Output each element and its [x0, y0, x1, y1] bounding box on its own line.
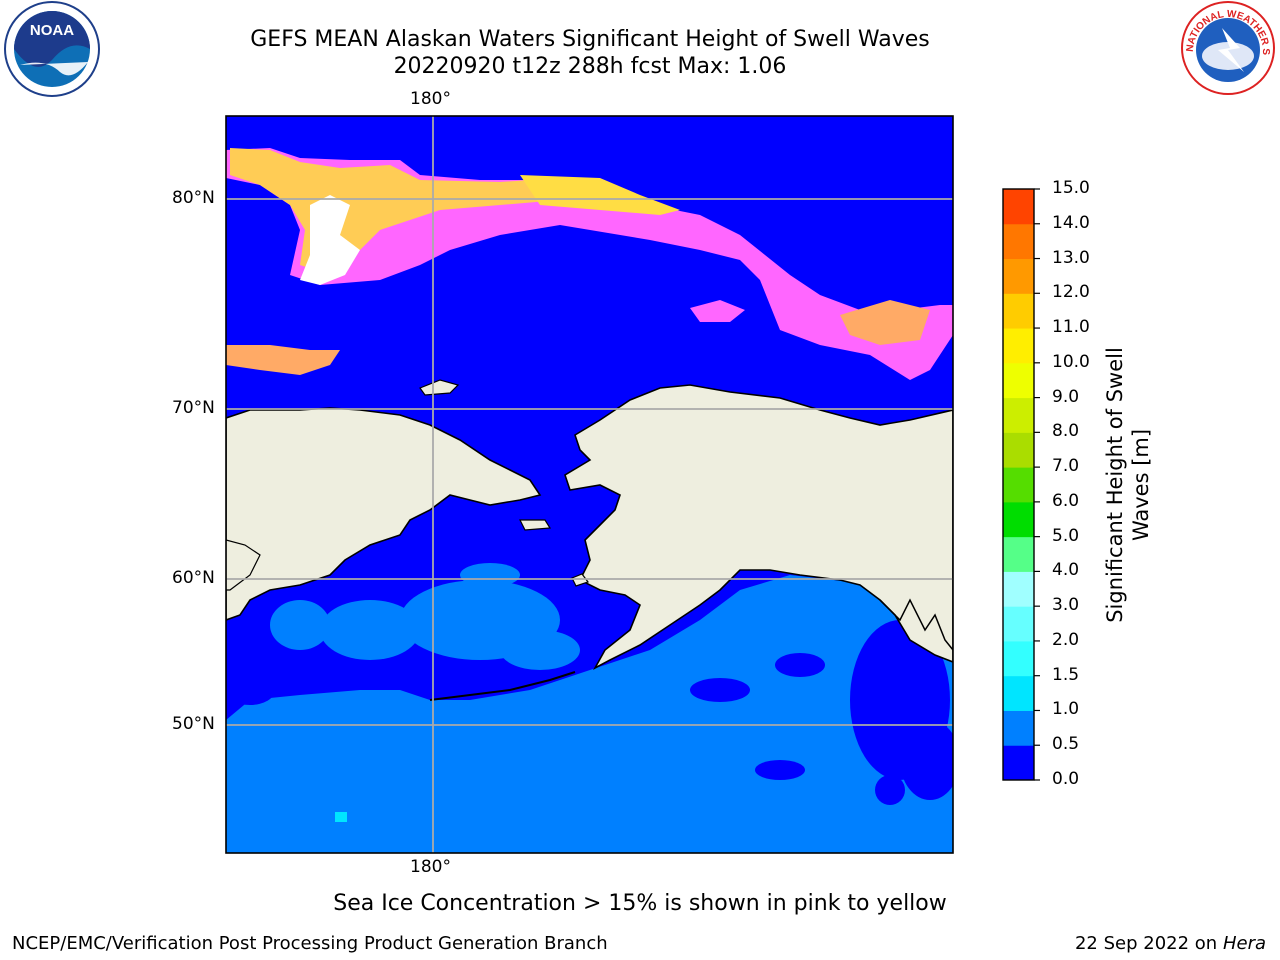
- colorbar-tick-label: 9.0: [1052, 386, 1080, 407]
- colorbar-tick-label: 7.0: [1052, 456, 1080, 477]
- swell-1-0-1-5-spot: [335, 812, 347, 822]
- colorbar-segment: [1003, 328, 1034, 364]
- colorbar-segment: [1003, 293, 1034, 329]
- sea-ice-note: Sea Ice Concentration > 15% is shown in …: [333, 891, 947, 916]
- noaa-logo: NOAA: [4, 1, 100, 97]
- colorbar-segment: [1003, 397, 1034, 433]
- colorbar-segment: [1003, 189, 1034, 225]
- colorbar-tick-label: 12.0: [1052, 282, 1090, 303]
- noaa-logo-text: NOAA: [30, 22, 74, 39]
- colorbar-tick-label: 6.0: [1052, 490, 1080, 511]
- colorbar-segment: [1003, 467, 1034, 503]
- chart-subtitle: 20220920 t12z 288h fcst Max: 1.06: [393, 54, 787, 79]
- colorbar-tick-label: 0.0: [1052, 769, 1080, 789]
- aleutian-islands: [429, 671, 576, 701]
- colorbar-segment: [1003, 606, 1034, 642]
- graticule: [226, 116, 953, 853]
- colorbar-segment: [1003, 536, 1034, 572]
- colorbar-title-line2: Waves [m]: [1129, 428, 1153, 542]
- lat-label-60: 60°N: [172, 568, 215, 588]
- colorbar-segment: [1003, 745, 1034, 781]
- footer-date: 22 Sep 2022 on Hera: [1075, 933, 1266, 954]
- colorbar-tick-label: 1.5: [1052, 664, 1080, 685]
- svg-text:NATIONAL WEATHER SERVICE: NATIONAL WEATHER SERVICE: [0, 0, 1271, 55]
- lon-label-top: 180°: [410, 89, 451, 109]
- colorbar-segment: [1003, 258, 1034, 294]
- colorbar-tick-label: 13.0: [1052, 247, 1090, 268]
- colorbar-segment: [1003, 501, 1034, 538]
- colorbar-segment: [1003, 675, 1034, 711]
- colorbar-tick-label: 14.0: [1052, 212, 1090, 233]
- map-frame: [225, 115, 954, 854]
- colorbar-segment: [1003, 710, 1034, 746]
- chart-title: GEFS MEAN Alaskan Waters Significant Hei…: [250, 27, 930, 52]
- land-siberia: [226, 407, 542, 621]
- lat-label-70: 70°N: [172, 398, 215, 418]
- colorbar: [1003, 188, 1040, 781]
- colorbar-tick-label: 5.0: [1052, 525, 1080, 546]
- colorbar-frame: [1002, 188, 1035, 781]
- nws-logo-text: NATIONAL WEATHER SERVICE: [0, 0, 1271, 55]
- ocean-mid-patches: [270, 563, 580, 670]
- footer-date-text: 22 Sep 2022 on: [1074, 933, 1218, 954]
- colorbar-tick-label: 0.5: [1052, 734, 1080, 755]
- nws-logo: NATIONAL WEATHER SERVICE: [0, 0, 1275, 95]
- lat-label-80: 80°N: [172, 188, 215, 208]
- footer-machine: Hera: [1222, 933, 1266, 954]
- colorbar-tick-label: 8.0: [1052, 421, 1080, 442]
- colorbar-tick-label: 3.0: [1052, 595, 1080, 616]
- colorbar-segment: [1003, 362, 1034, 399]
- colorbar-tick-label: 2.0: [1052, 629, 1080, 650]
- colorbar-segment: [1003, 640, 1034, 677]
- colorbar-segment: [1003, 432, 1034, 468]
- islands: [419, 379, 589, 587]
- colorbar-segment: [1003, 223, 1034, 260]
- colorbar-tick-label: 1.0: [1052, 699, 1080, 720]
- colorbar-tick-label: 4.0: [1052, 560, 1080, 581]
- lon-label-bottom: 180°: [410, 857, 451, 877]
- colorbar-tick-label: 15.0: [1052, 178, 1090, 198]
- colorbar-tick-label: 11.0: [1052, 317, 1090, 338]
- colorbar-title-line1: Significant Height of Swell: [1103, 347, 1127, 623]
- footer-credit: NCEP/EMC/Verification Post Processing Pr…: [12, 933, 608, 954]
- colorbar-tick-label: 10.0: [1052, 351, 1090, 372]
- sea-ice: [226, 148, 953, 380]
- lat-label-50: 50°N: [172, 714, 215, 734]
- land-alaska: [564, 384, 953, 670]
- colorbar-segment: [1003, 571, 1034, 607]
- map-area: [226, 116, 953, 853]
- ocean-low-patches: [226, 620, 953, 805]
